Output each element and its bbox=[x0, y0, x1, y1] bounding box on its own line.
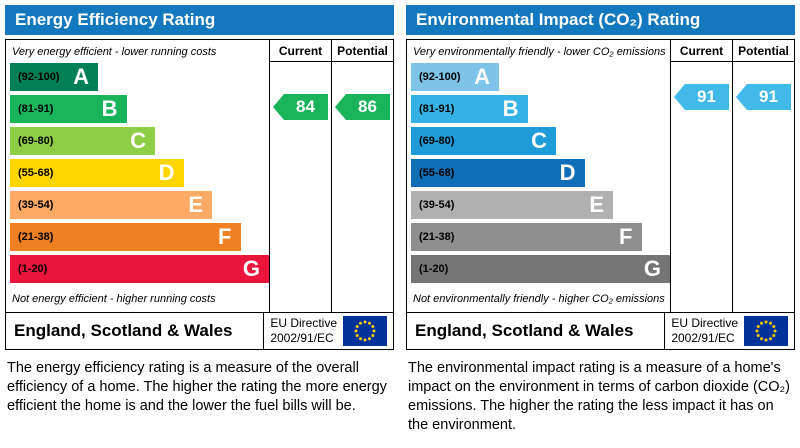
band-range: (81-91) bbox=[419, 103, 455, 115]
panel-title: Energy Efficiency Rating bbox=[5, 5, 394, 35]
band-letter: F bbox=[218, 224, 232, 249]
current-rating-value: 91 bbox=[697, 87, 716, 106]
potential-rating-value: 86 bbox=[358, 97, 377, 116]
eu-directive-line1: EU Directive bbox=[671, 316, 738, 330]
current-rating-arrow: 84 bbox=[273, 94, 328, 120]
band-row-a: (92-100) A bbox=[10, 63, 99, 91]
chart-footer: England, Scotland & Wales EU Directive 2… bbox=[6, 312, 393, 349]
band-letter: A bbox=[73, 64, 90, 89]
band-letter: B bbox=[502, 96, 519, 121]
panel-title: Environmental Impact (CO₂) Rating bbox=[406, 5, 795, 35]
band-range: (69-80) bbox=[18, 135, 54, 147]
band-range: (1-20) bbox=[18, 263, 48, 275]
bands-area: Very environmentally friendly - lower CO… bbox=[407, 40, 670, 312]
eu-directive-line2: 2002/91/EC bbox=[270, 331, 334, 345]
current-column-header: Current bbox=[671, 40, 732, 62]
band-row-d: (55-68) D bbox=[10, 159, 184, 187]
band-row-f: (21-38) F bbox=[411, 223, 642, 251]
energy-rating-panel: Energy Efficiency Rating Very energy eff… bbox=[5, 5, 394, 436]
band-letter: C bbox=[130, 128, 147, 153]
band-letter: D bbox=[559, 160, 576, 185]
potential-rating-arrow: 86 bbox=[335, 94, 390, 120]
current-column: Current 91 bbox=[670, 40, 732, 312]
bands-area: Very energy efficient - lower running co… bbox=[6, 40, 269, 312]
band-letter: G bbox=[242, 256, 260, 281]
eu-directive: EU Directive 2002/91/EC bbox=[664, 313, 794, 349]
eu-flag-icon bbox=[343, 316, 387, 346]
chart-footer: England, Scotland & Wales EU Directive 2… bbox=[407, 312, 794, 349]
band-row-g: (1-20) G bbox=[10, 255, 269, 283]
current-rating-value: 84 bbox=[296, 97, 315, 116]
band-row-c: (69-80) C bbox=[10, 127, 156, 155]
band-row-b: (81-91) B bbox=[10, 95, 127, 123]
potential-column-header: Potential bbox=[733, 40, 794, 62]
bottom-note: Not environmentally friendly - higher CO… bbox=[413, 293, 665, 305]
chart-description: The environmental impact rating is a mea… bbox=[408, 360, 790, 434]
bottom-note: Not energy efficient - higher running co… bbox=[12, 293, 216, 305]
potential-column: Potential 86 bbox=[331, 40, 393, 312]
footer-region-label: England, Scotland & Wales bbox=[415, 321, 634, 340]
top-note: Very energy efficient - lower running co… bbox=[12, 46, 217, 58]
band-row-c: (69-80) C bbox=[411, 127, 557, 155]
co2-rating-panel: Environmental Impact (CO₂) Rating Very e… bbox=[406, 5, 795, 436]
band-range: (92-100) bbox=[419, 71, 461, 83]
band-letter: C bbox=[531, 128, 548, 153]
band-letter: E bbox=[589, 192, 605, 217]
eu-directive-line2: 2002/91/EC bbox=[671, 331, 735, 345]
potential-column: Potential 91 bbox=[732, 40, 794, 312]
potential-rating-arrow: 91 bbox=[736, 84, 791, 110]
top-note: Very environmentally friendly - lower CO… bbox=[413, 46, 666, 58]
chart-description: The energy efficiency rating is a measur… bbox=[7, 360, 387, 415]
current-column-header: Current bbox=[270, 40, 331, 62]
potential-column-header: Potential bbox=[332, 40, 393, 62]
band-row-f: (21-38) F bbox=[10, 223, 241, 251]
eu-directive-line1: EU Directive bbox=[270, 316, 337, 330]
current-column: Current 84 bbox=[269, 40, 331, 312]
band-letter: D bbox=[158, 160, 175, 185]
band-row-e: (39-54) E bbox=[411, 191, 614, 219]
band-letter: G bbox=[643, 256, 661, 281]
band-range: (21-38) bbox=[419, 231, 455, 243]
epc-page: Energy Efficiency Rating Very energy eff… bbox=[5, 5, 795, 436]
band-letter: E bbox=[188, 192, 204, 217]
rating-chart: Very energy efficient - lower running co… bbox=[5, 39, 394, 350]
band-row-b: (81-91) B bbox=[411, 95, 528, 123]
band-row-a: (92-100) A bbox=[411, 63, 500, 91]
band-letter: B bbox=[101, 96, 118, 121]
band-letter: F bbox=[619, 224, 633, 249]
band-range: (81-91) bbox=[18, 103, 54, 115]
band-range: (39-54) bbox=[18, 199, 54, 211]
current-rating-arrow: 91 bbox=[674, 84, 729, 110]
band-range: (39-54) bbox=[419, 199, 455, 211]
band-row-d: (55-68) D bbox=[411, 159, 585, 187]
band-range: (55-68) bbox=[18, 167, 54, 179]
band-range: (92-100) bbox=[18, 71, 60, 83]
footer-region-label: England, Scotland & Wales bbox=[14, 321, 233, 340]
band-range: (21-38) bbox=[18, 231, 54, 243]
band-range: (1-20) bbox=[419, 263, 449, 275]
potential-rating-value: 91 bbox=[759, 87, 778, 106]
eu-flag-icon bbox=[744, 316, 788, 346]
band-range: (69-80) bbox=[419, 135, 455, 147]
eu-directive: EU Directive 2002/91/EC bbox=[263, 313, 393, 349]
band-row-g: (1-20) G bbox=[411, 255, 670, 283]
band-range: (55-68) bbox=[419, 167, 455, 179]
rating-chart: Very environmentally friendly - lower CO… bbox=[406, 39, 795, 350]
band-letter: A bbox=[474, 64, 491, 89]
band-row-e: (39-54) E bbox=[10, 191, 213, 219]
